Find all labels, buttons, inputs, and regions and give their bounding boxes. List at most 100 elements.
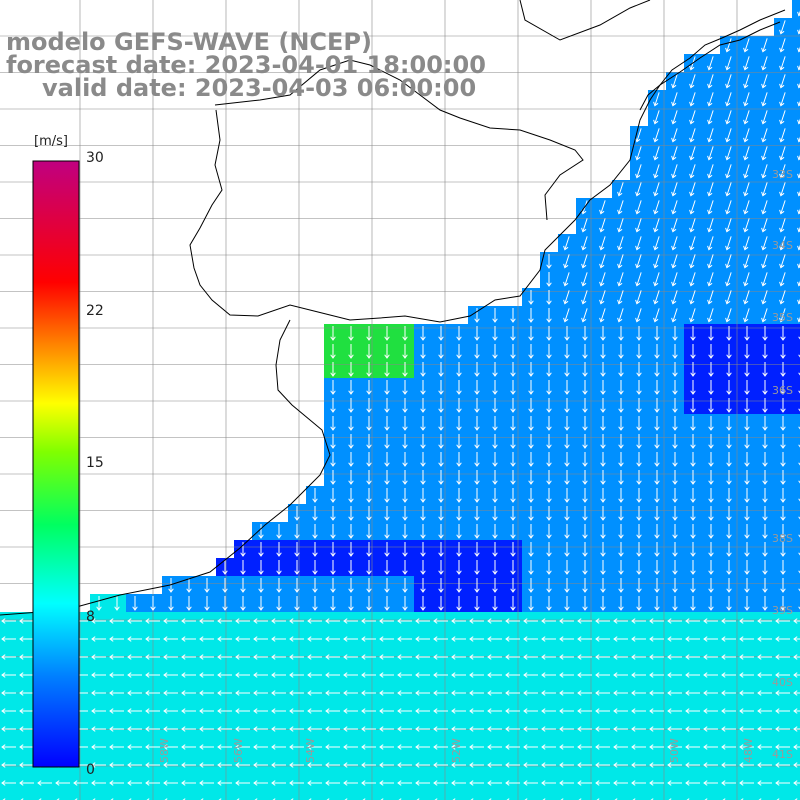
wind-arrow-head: [492, 516, 498, 521]
wind-arrow-head: [289, 744, 294, 750]
wind-arrow-head: [528, 570, 534, 575]
wind-arrow-head: [1, 636, 6, 642]
wind-arrow: [780, 146, 786, 160]
wind-arrow-head: [397, 618, 402, 624]
wind-arrow-head: [690, 372, 696, 377]
wind-arrow-head: [528, 462, 534, 467]
wind-arrow-head: [743, 209, 749, 215]
lat-label-36s: 36S: [772, 384, 793, 397]
wind-arrow-head: [362, 798, 366, 800]
wind-arrow-head: [366, 570, 372, 575]
wind-arrow-head: [505, 690, 510, 696]
wind-arrow: [600, 254, 606, 268]
wind-arrow-head: [181, 708, 186, 714]
wind-arrow-head: [181, 690, 186, 696]
wind-arrow-head: [707, 245, 713, 251]
wind-arrow: [708, 218, 714, 232]
wind-arrow-head: [563, 299, 569, 305]
wind-arrow-head: [343, 654, 348, 660]
field-cell: [792, 432, 800, 450]
wind-arrow-head: [289, 690, 294, 696]
wind-arrow-head: [19, 654, 24, 660]
wind-arrow-head: [739, 654, 744, 660]
wind-arrow-head: [600, 444, 606, 449]
wind-arrow-head: [690, 606, 696, 611]
wind-arrow-head: [671, 227, 677, 233]
wind-arrow-head: [523, 780, 528, 786]
wind-arrow-head: [671, 83, 677, 89]
wind-arrow-head: [581, 245, 587, 251]
wind-arrow-head: [546, 390, 552, 395]
wind-arrow-head: [510, 444, 516, 449]
wind-arrow-head: [330, 354, 336, 359]
wind-arrow-head: [563, 281, 569, 287]
wind-arrow-head: [667, 762, 672, 768]
wind-arrow-head: [330, 516, 336, 521]
wind-arrow-head: [780, 336, 786, 341]
wind-arrow-head: [762, 444, 768, 449]
field-cell: [792, 360, 800, 378]
wind-arrow-head: [797, 29, 800, 35]
wind-arrow-head: [366, 606, 372, 611]
wind-arrow-head: [577, 780, 582, 786]
wind-arrow: [762, 164, 768, 178]
wind-arrow-head: [582, 426, 588, 431]
wind-arrow-head: [726, 480, 732, 485]
wind-arrow-head: [726, 390, 732, 395]
wind-arrow-head: [671, 137, 677, 143]
wind-arrow-head: [635, 137, 641, 143]
wind-arrow-head: [635, 245, 641, 251]
wind-arrow-head: [96, 606, 102, 611]
wind-arrow-head: [563, 317, 569, 323]
wind-arrow-head: [235, 618, 240, 624]
wind-arrow-head: [474, 390, 480, 395]
wind-arrow-head: [474, 570, 480, 575]
wind-arrow-head: [559, 762, 564, 768]
wind-arrow-head: [456, 498, 462, 503]
wind-arrow-head: [235, 780, 240, 786]
wind-arrow-head: [145, 636, 150, 642]
wind-arrow-head: [380, 798, 384, 800]
wind-arrow-head: [420, 354, 426, 359]
wind-arrow-head: [186, 606, 192, 611]
wind-arrow-head: [546, 408, 552, 413]
wind-arrow-head: [451, 690, 456, 696]
wind-arrow-head: [744, 498, 750, 503]
wind-arrow-head: [258, 552, 264, 557]
wind-arrow-head: [725, 173, 731, 179]
wind-arrow-head: [55, 780, 60, 786]
wind-arrow-head: [384, 516, 390, 521]
wind-arrow-head: [492, 390, 498, 395]
wind-arrow-head: [618, 606, 624, 611]
wind-arrow-head: [743, 101, 749, 107]
wind-arrow-head: [631, 762, 636, 768]
wind-arrow-head: [438, 534, 444, 539]
wind-arrow-head: [258, 606, 264, 611]
wind-arrow-head: [150, 606, 156, 611]
wind-arrow-head: [649, 636, 654, 642]
wind-arrow-head: [653, 281, 659, 287]
wind-arrow-head: [685, 708, 690, 714]
wind-arrow-head: [743, 299, 749, 305]
wind-arrow-head: [780, 372, 786, 377]
wind-arrow-head: [707, 173, 713, 179]
wind-arrow-head: [725, 65, 731, 71]
wind-arrow: [618, 308, 624, 322]
wind-arrow-head: [757, 708, 762, 714]
wind-arrow-head: [635, 173, 641, 179]
wind-arrow: [654, 308, 660, 322]
wind-arrow-head: [667, 654, 672, 660]
wind-arrow-head: [779, 299, 785, 305]
field-cell: [684, 792, 702, 800]
wind-arrow: [690, 92, 696, 106]
wind-arrow-head: [330, 498, 336, 503]
wind-arrow-head: [762, 552, 768, 557]
wind-arrow-head: [366, 498, 372, 503]
field-cell: [792, 90, 800, 108]
wind-arrow-head: [667, 690, 672, 696]
wind-arrow-head: [235, 708, 240, 714]
wind-arrow-head: [636, 516, 642, 521]
wind-arrow-head: [631, 690, 636, 696]
field-cell: [792, 306, 800, 324]
wind-arrow-head: [438, 588, 444, 593]
